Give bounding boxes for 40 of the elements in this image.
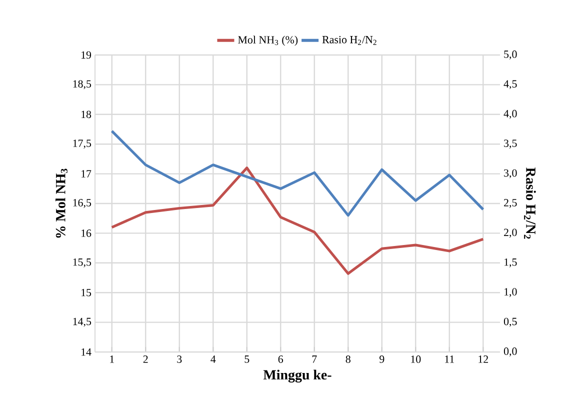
legend-label: Rasio H$_{2}$/N$_{2}$ [322,36,376,45]
y-tick-label: 14,5 [73,318,92,327]
x-tick-label: 11 [445,356,454,363]
x-tick-label: 6 [278,356,284,363]
y-tick-label: 17,5 [73,140,92,149]
x-tick-label: 2 [143,356,148,363]
y2-tick-label: 0,5 [504,318,517,327]
y-tick-label: 16,5 [73,199,92,208]
legend-label: Mol NH$_{3}$ (%) [238,36,298,46]
y2-tick-label: 3,0 [504,169,517,178]
y2-tick-label: 3,5 [504,140,517,149]
y2-tick-label: 4,5 [504,80,517,90]
y-tick-label: 18 [81,110,92,118]
line-series [110,166,484,275]
y-tick-label: 15 [81,288,92,296]
x-tick-label: 3 [177,356,182,363]
y-tick-label: 14 [81,348,92,356]
y-tick-label: 17 [81,170,92,178]
x-tick-label: 5 [244,356,250,363]
x-tick-label: 9 [380,356,384,363]
x-tick-label: 10 [411,356,421,363]
y-tick-label: 19 [81,51,92,59]
x-axis-title: Minggu ke- [263,370,332,383]
y2-tick-label: 2,5 [504,199,517,208]
y-axis-title: % Mol NH$_{3}$ [56,168,68,238]
x-tick-label: 12 [478,356,488,363]
y-tick-label: 18,5 [73,80,92,90]
x-tick-label: 7 [312,356,317,363]
y-tick-label: 15,5 [73,258,92,268]
y2-tick-label: 1,5 [504,258,517,268]
y2-tick-label: 1,0 [504,288,517,298]
y2-tick-label: 4,0 [504,110,517,119]
x-tick-label: 1 [110,356,114,363]
y-tick-label: 16 [81,230,92,237]
y2-tick-label: 5,0 [504,50,517,60]
y2-tick-label: 2,0 [504,228,517,238]
x-tick-label: 8 [346,356,350,363]
y2-axis-title: Rasio H$_{2}$/N$_{2}$ [524,168,536,239]
y2-tick-label: 0,0 [504,348,517,356]
x-tick-label: 4 [210,356,216,363]
